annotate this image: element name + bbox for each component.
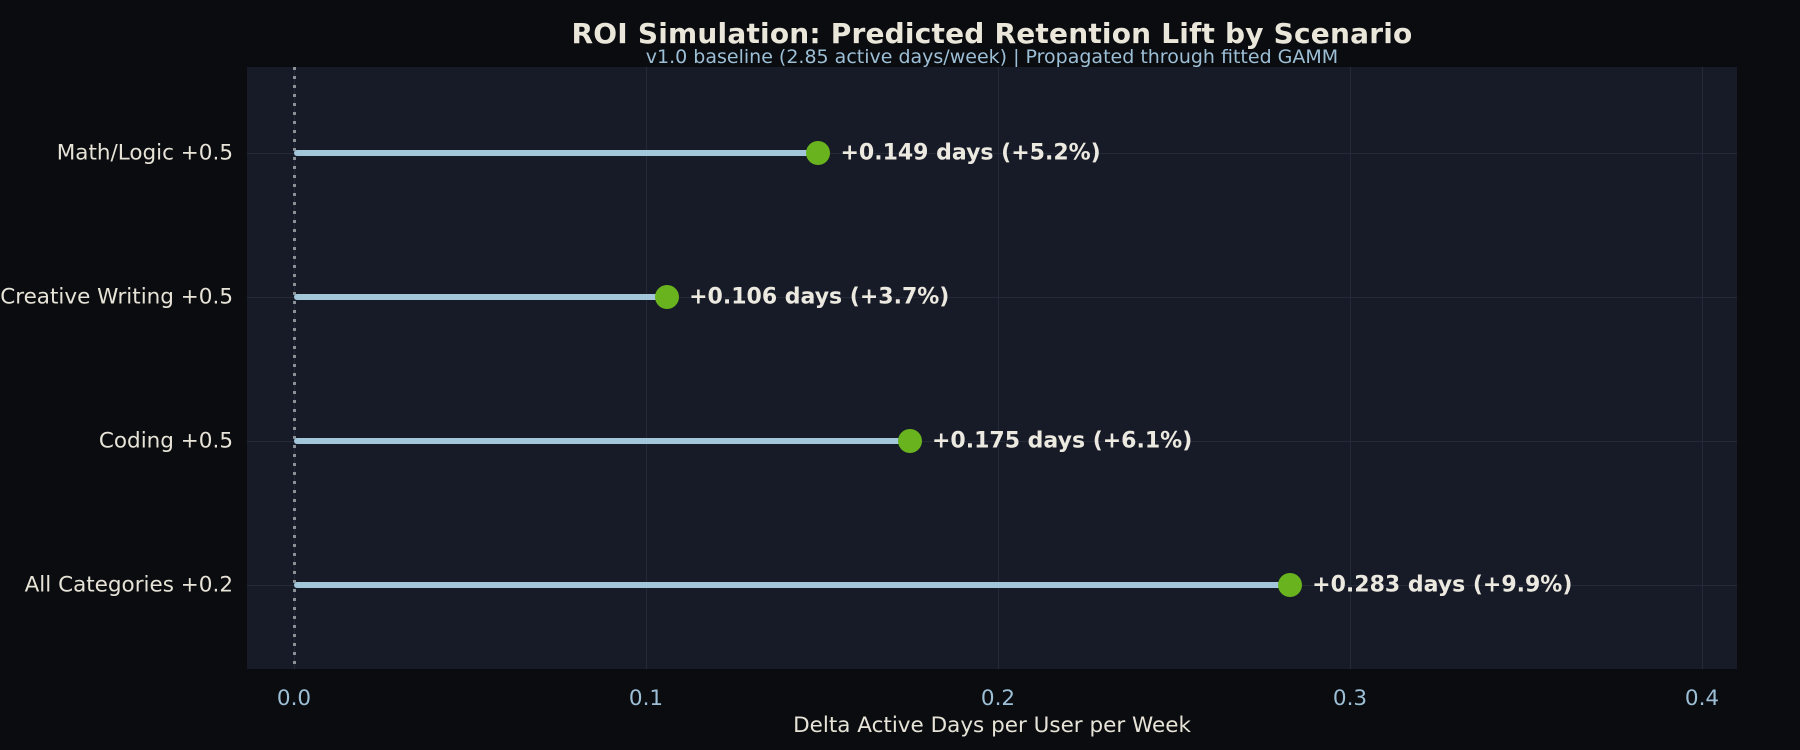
zero-reference-line bbox=[293, 67, 296, 669]
gridline-vertical bbox=[645, 67, 647, 669]
point-value-label: +0.175 days (+6.1%) bbox=[932, 428, 1193, 454]
data-point-dot bbox=[806, 141, 831, 165]
x-tick-label: 0.0 bbox=[276, 686, 312, 711]
data-point-dot bbox=[655, 285, 680, 309]
point-value-label: +0.106 days (+3.7%) bbox=[689, 284, 950, 310]
gridline-horizontal bbox=[247, 152, 1737, 154]
x-tick-label: 0.4 bbox=[1684, 686, 1720, 711]
gridline-vertical bbox=[997, 67, 999, 669]
lollipop-stem bbox=[294, 438, 910, 444]
x-axis-title: Delta Active Days per User per Week bbox=[793, 713, 1191, 738]
data-point-dot bbox=[898, 429, 922, 453]
lollipop-stem bbox=[294, 582, 1291, 588]
chart-subtitle: v1.0 baseline (2.85 active days/week) | … bbox=[645, 46, 1339, 68]
category-label: All Categories +0.2 bbox=[24, 572, 233, 598]
lollipop-stem bbox=[294, 294, 668, 300]
gridline-vertical bbox=[1701, 67, 1703, 669]
category-label: Creative Writing +0.5 bbox=[0, 284, 233, 310]
point-value-label: +0.149 days (+5.2%) bbox=[840, 140, 1101, 166]
x-tick-label: 0.3 bbox=[1332, 686, 1368, 711]
x-tick-label: 0.2 bbox=[980, 686, 1016, 711]
gridline-vertical bbox=[1349, 67, 1351, 669]
x-tick-label: 0.1 bbox=[628, 686, 664, 711]
data-point-dot bbox=[1278, 573, 1303, 597]
plot-area: +0.149 days (+5.2%) +0.106 days (+3.7%) +0… bbox=[247, 67, 1737, 669]
chart-title: ROI Simulation: Predicted Retention Lift… bbox=[571, 17, 1413, 50]
category-label: Math/Logic +0.5 bbox=[56, 140, 233, 166]
point-value-label: +0.283 days (+9.9%) bbox=[1312, 572, 1573, 598]
gridline-horizontal bbox=[247, 296, 1737, 298]
category-label: Coding +0.5 bbox=[98, 428, 233, 454]
lollipop-stem bbox=[294, 150, 819, 156]
gridline-horizontal bbox=[247, 440, 1737, 442]
